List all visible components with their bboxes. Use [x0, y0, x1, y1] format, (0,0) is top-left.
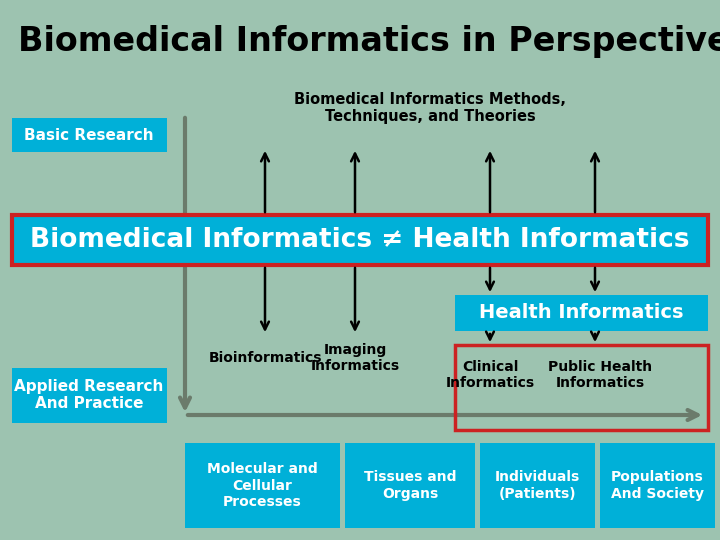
Text: Bioinformatics: Bioinformatics	[208, 351, 322, 365]
Text: Public Health
Informatics: Public Health Informatics	[548, 360, 652, 390]
Text: Health Informatics: Health Informatics	[479, 303, 683, 322]
Bar	[455, 345, 708, 430]
Text: Applied Research
And Practice: Applied Research And Practice	[14, 379, 163, 411]
Bar	[12, 215, 708, 265]
Bar	[345, 443, 475, 528]
Text: Tissues and
Organs: Tissues and Organs	[364, 470, 456, 501]
Text: Biomedical Informatics ≠ Health Informatics: Biomedical Informatics ≠ Health Informat…	[30, 227, 690, 253]
Text: Basic Research: Basic Research	[24, 127, 154, 143]
Bar	[455, 295, 708, 331]
Bar	[480, 443, 595, 528]
Text: Biomedical Informatics Methods,
Techniques, and Theories: Biomedical Informatics Methods, Techniqu…	[294, 92, 566, 124]
Bar	[600, 443, 715, 528]
Text: Imaging
Informatics: Imaging Informatics	[310, 343, 400, 373]
Bar	[185, 443, 340, 528]
Bar	[12, 118, 167, 152]
Bar	[12, 368, 167, 423]
Text: Biomedical Informatics in Perspective: Biomedical Informatics in Perspective	[18, 25, 720, 58]
Text: Individuals
(Patients): Individuals (Patients)	[495, 470, 580, 501]
Text: Clinical
Informatics: Clinical Informatics	[446, 360, 534, 390]
Text: Populations
And Society: Populations And Society	[611, 470, 704, 501]
Text: Molecular and
Cellular
Processes: Molecular and Cellular Processes	[207, 462, 318, 509]
